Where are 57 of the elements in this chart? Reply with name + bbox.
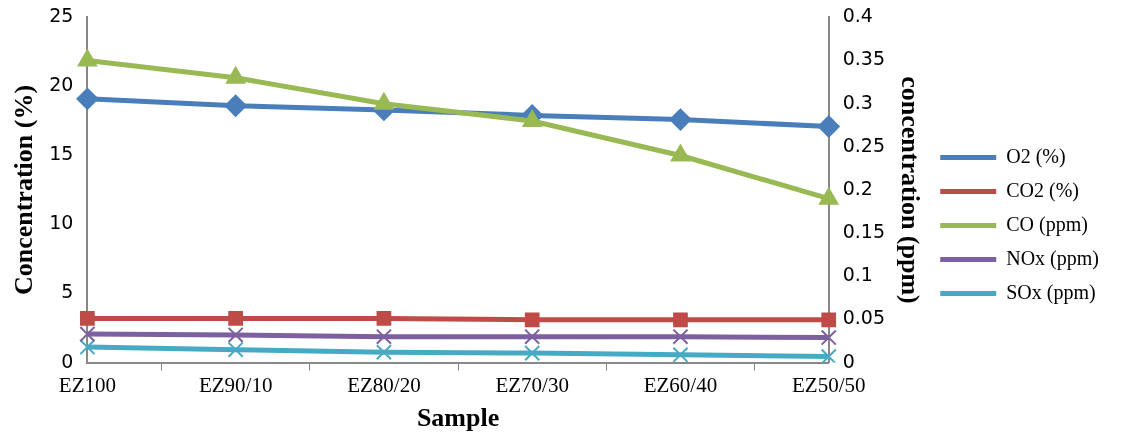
point [375, 328, 392, 345]
point [672, 328, 689, 345]
point [375, 344, 392, 361]
point [524, 312, 540, 328]
legend-label: SOx (ppm) [1006, 280, 1096, 304]
point [669, 108, 692, 131]
point [821, 312, 837, 328]
point [820, 348, 837, 363]
y2-tick-label: 0.4 [842, 4, 873, 27]
point [673, 312, 688, 328]
x-tick-label: EZ100 [58, 372, 116, 397]
point [670, 144, 691, 162]
y2-tick-label: 0.05 [842, 306, 886, 329]
point [524, 345, 541, 362]
point [79, 326, 96, 343]
y-tick-label: 15 [49, 142, 74, 165]
legend-label: CO2 (%) [1006, 178, 1079, 202]
legend-label: NOx (ppm) [1006, 246, 1099, 270]
y2-tick-label: 0.25 [842, 133, 886, 156]
y2-tick-label: 0.35 [842, 47, 886, 70]
y-tick-label: 10 [49, 211, 74, 234]
y-tick-label: 0 [61, 349, 74, 372]
y2-axis-title: concentration (ppm) [895, 76, 925, 304]
legend-label: O2 (%) [1006, 144, 1066, 168]
point [225, 66, 246, 84]
y2-tick-label: 0.3 [842, 90, 873, 113]
x-tick-label: EZ90/10 [198, 372, 273, 397]
point [819, 187, 839, 205]
point [227, 326, 244, 344]
point [228, 311, 244, 326]
point [77, 49, 98, 67]
point [522, 109, 542, 127]
point [224, 94, 247, 117]
point [376, 311, 392, 326]
x-axis-title: Sample [416, 403, 500, 433]
x-tick-label: EZ80/20 [347, 372, 421, 397]
x-tick-label: EZ60/40 [643, 372, 718, 397]
y-tick-label: 25 [49, 4, 74, 27]
point [80, 311, 95, 326]
y-axis-title: Concentration (%) [9, 84, 39, 296]
point [820, 329, 837, 346]
y2-tick-label: 0.1 [842, 263, 873, 286]
y2-tick-label: 0.15 [842, 220, 886, 243]
legend-label: CO (ppm) [1006, 212, 1088, 236]
point [227, 341, 244, 358]
y2-tick-label: 0.2 [842, 176, 873, 199]
point [524, 328, 541, 345]
point [672, 346, 689, 363]
point [817, 115, 840, 138]
point [374, 92, 394, 110]
point [76, 87, 99, 110]
point [79, 339, 96, 356]
y-tick-label: 5 [61, 280, 74, 303]
x-tick-label: EZ50/50 [791, 372, 866, 397]
x-tick-label: EZ70/30 [495, 372, 569, 397]
y-tick-label: 20 [49, 73, 74, 96]
y2-tick-label: 0 [842, 349, 855, 372]
